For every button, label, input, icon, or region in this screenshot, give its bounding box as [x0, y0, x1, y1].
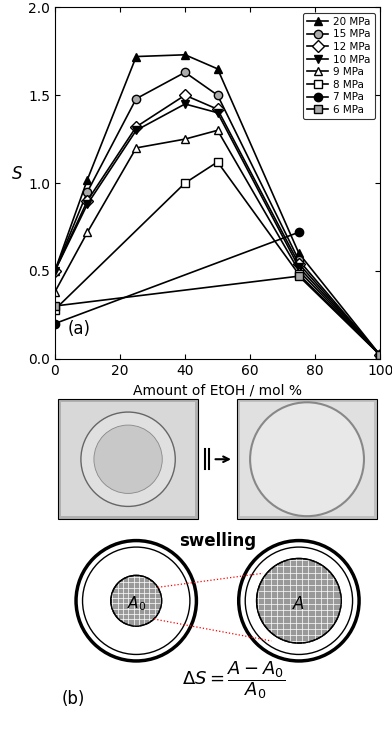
9 MPa: [85, 228, 90, 237]
20 MPa: [85, 175, 90, 184]
10 MPa: [53, 267, 57, 276]
15 MPa: [183, 68, 187, 76]
12 MPa: [85, 196, 90, 205]
10 MPa: [85, 200, 90, 209]
Text: (a): (a): [68, 320, 91, 337]
15 MPa: [53, 267, 57, 276]
8 MPa: [183, 179, 187, 187]
6 MPa: [53, 301, 57, 310]
Text: $A$: $A$: [292, 595, 305, 613]
10 MPa: [134, 126, 139, 135]
X-axis label: Amount of EtOH / mol %: Amount of EtOH / mol %: [133, 383, 302, 397]
15 MPa: [134, 94, 139, 103]
Legend: 20 MPa, 15 MPa, 12 MPa, 10 MPa, 9 MPa, 8 MPa, 7 MPa, 6 MPa: 20 MPa, 15 MPa, 12 MPa, 10 MPa, 9 MPa, 8…: [303, 12, 375, 119]
7 MPa: [297, 228, 301, 237]
7 MPa: [53, 319, 57, 328]
12 MPa: [134, 123, 139, 132]
Line: 8 MPa: 8 MPa: [51, 158, 385, 359]
Line: 12 MPa: 12 MPa: [51, 91, 385, 359]
12 MPa: [53, 267, 57, 276]
Text: swelling: swelling: [179, 531, 256, 550]
9 MPa: [297, 267, 301, 276]
10 MPa: [378, 351, 383, 359]
Text: $\Delta S = \dfrac{A - A_0}{A_0}$: $\Delta S = \dfrac{A - A_0}{A_0}$: [182, 660, 285, 701]
Text: $A_0$: $A_0$: [127, 595, 146, 614]
Circle shape: [76, 540, 196, 661]
9 MPa: [134, 143, 139, 152]
8 MPa: [53, 305, 57, 314]
Y-axis label: S: S: [12, 165, 22, 183]
8 MPa: [378, 351, 383, 359]
15 MPa: [378, 351, 383, 359]
Circle shape: [81, 412, 175, 506]
Bar: [237, 399, 377, 520]
Bar: [62, 402, 195, 516]
Circle shape: [83, 547, 190, 654]
15 MPa: [297, 256, 301, 265]
9 MPa: [215, 126, 220, 135]
8 MPa: [215, 157, 220, 166]
20 MPa: [53, 267, 57, 276]
Circle shape: [111, 576, 162, 626]
12 MPa: [215, 105, 220, 114]
Circle shape: [239, 540, 359, 661]
20 MPa: [378, 351, 383, 359]
Line: 20 MPa: 20 MPa: [51, 51, 385, 359]
8 MPa: [297, 270, 301, 279]
6 MPa: [378, 351, 383, 359]
Circle shape: [257, 559, 341, 643]
Circle shape: [250, 402, 364, 516]
10 MPa: [215, 108, 220, 117]
10 MPa: [297, 263, 301, 272]
10 MPa: [183, 99, 187, 108]
Circle shape: [245, 547, 352, 654]
15 MPa: [215, 91, 220, 100]
20 MPa: [183, 51, 187, 60]
20 MPa: [215, 65, 220, 74]
Line: 9 MPa: 9 MPa: [51, 126, 385, 359]
Line: 7 MPa: 7 MPa: [51, 228, 303, 328]
Bar: [58, 399, 198, 520]
Line: 10 MPa: 10 MPa: [51, 100, 385, 359]
15 MPa: [85, 187, 90, 196]
6 MPa: [297, 272, 301, 281]
9 MPa: [183, 135, 187, 143]
9 MPa: [53, 287, 57, 296]
Line: 15 MPa: 15 MPa: [51, 68, 385, 359]
12 MPa: [297, 259, 301, 268]
12 MPa: [183, 91, 187, 100]
Text: (b): (b): [62, 690, 85, 708]
9 MPa: [378, 351, 383, 359]
Circle shape: [94, 425, 162, 493]
12 MPa: [378, 351, 383, 359]
20 MPa: [297, 249, 301, 258]
20 MPa: [134, 52, 139, 61]
Bar: [240, 402, 374, 516]
Line: 6 MPa: 6 MPa: [51, 272, 385, 359]
